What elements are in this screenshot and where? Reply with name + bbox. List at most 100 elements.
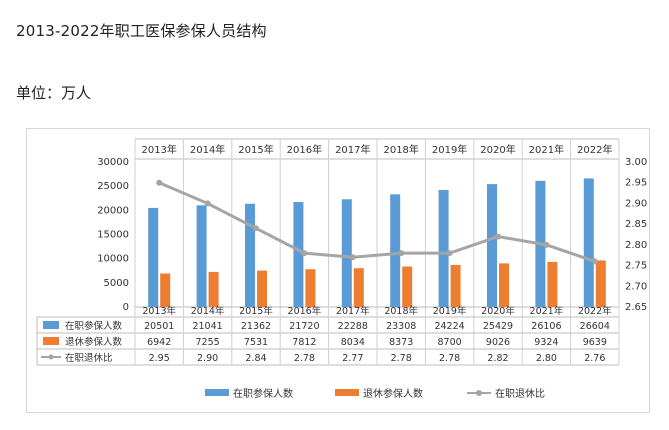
table-cell: 9639 — [583, 337, 607, 348]
bar-退休参保人数 — [305, 269, 316, 307]
point-在职退休比 — [495, 233, 501, 240]
table-category-label: 2017年 — [336, 305, 370, 317]
table-cell: 21041 — [192, 321, 222, 332]
table-cell: 21362 — [241, 321, 271, 332]
chart-frame: 2013年 2014年 2015年 2016年 2017年 2018年 2019年 2020年… — [26, 128, 650, 413]
legend-swatch — [205, 389, 229, 396]
table-row-label: 在职退休比 — [65, 352, 113, 364]
table-cell: 2.77 — [342, 353, 363, 364]
legend-label: 在职参保人数 — [233, 387, 293, 400]
table-cell: 21720 — [289, 321, 319, 332]
table-row-label: 退休参保人数 — [65, 336, 123, 348]
right-axis-tick-label: 2.85 — [625, 219, 647, 230]
right-axis-tick-label: 3.00 — [625, 157, 647, 168]
left-axis-tick-label: 15000 — [97, 230, 129, 241]
table-cell: 2.80 — [536, 353, 557, 364]
table-legend-swatch — [43, 337, 59, 345]
table-cell: 6942 — [147, 337, 171, 348]
left-axis-tick-label: 10000 — [97, 254, 129, 265]
point-在职退休比 — [591, 258, 598, 265]
table-category-label: 2014年 — [191, 305, 225, 317]
header-category-label: 2019年 — [432, 143, 467, 156]
table-cell: 26106 — [531, 321, 561, 332]
right-axis-tick-label: 2.75 — [625, 261, 647, 272]
bar-退休参保人数 — [450, 264, 461, 307]
bar-在职参保人数 — [341, 199, 352, 307]
bar-在职参保人数 — [196, 205, 207, 307]
bar-退休参保人数 — [208, 271, 219, 307]
right-axis-tick-label: 2.70 — [625, 281, 647, 292]
header-category-label: 2015年 — [238, 143, 273, 156]
table-category-label: 2016年 — [288, 305, 322, 317]
table-cell: 26604 — [580, 321, 610, 332]
left-axis-tick-label: 0 — [123, 302, 129, 313]
point-在职退休比 — [446, 250, 453, 257]
legend-swatch — [335, 389, 359, 396]
table-legend-swatch-marker — [48, 354, 54, 360]
bar-在职参保人数 — [583, 178, 594, 307]
unit-label: 单位：万人 — [16, 84, 92, 102]
table-category-label: 2015年 — [239, 305, 273, 317]
page-title: 2013-2022年职工医保参保人员结构 — [16, 22, 267, 40]
header-category-label: 2020年 — [480, 143, 515, 156]
bar-在职参保人数 — [487, 184, 497, 307]
bar-退休参保人数 — [499, 263, 509, 307]
bar-在职参保人数 — [245, 203, 255, 307]
header-category-label: 2022年 — [577, 143, 612, 156]
table-cell: 23308 — [386, 321, 416, 332]
point-在职退休比 — [204, 200, 211, 207]
header-category-label: 2016年 — [287, 143, 322, 156]
table-cell: 2.95 — [149, 353, 170, 364]
table-category-label: 2020年 — [481, 305, 515, 317]
left-axis-tick-label: 5000 — [104, 278, 129, 289]
table-cell: 2.78 — [294, 353, 315, 364]
right-axis-tick-label: 2.80 — [625, 240, 647, 251]
table-category-label: 2019年 — [433, 305, 467, 317]
table-cell: 2.76 — [584, 353, 605, 364]
point-在职退休比 — [156, 179, 163, 186]
legend-label: 在职退休比 — [495, 388, 545, 400]
header-category-label: 2018年 — [383, 143, 418, 156]
table-cell: 7812 — [292, 337, 316, 348]
bar-在职参保人数 — [293, 202, 304, 307]
table-cell: 2.82 — [487, 353, 508, 364]
point-在职退休比 — [398, 250, 405, 257]
header-category-label: 2021年 — [529, 143, 564, 156]
bar-退休参保人数 — [353, 268, 364, 307]
right-axis-tick-label: 2.90 — [625, 198, 647, 209]
bar-在职参保人数 — [390, 194, 401, 307]
bar-退休参保人数 — [595, 260, 606, 307]
bar-在职参保人数 — [438, 189, 449, 307]
point-在职退休比 — [349, 254, 356, 261]
table-cell: 9324 — [534, 337, 558, 348]
table-cell: 7255 — [196, 337, 220, 348]
bar-退休参保人数 — [160, 273, 171, 307]
right-axis-tick-label: 2.95 — [625, 178, 647, 189]
left-axis-tick-label: 30000 — [97, 157, 129, 168]
chart-svg: 2013年 2014年 2015年 2016年 2017年 2018年 2019年 2020年… — [36, 138, 647, 400]
table-category-label: 2018年 — [384, 305, 418, 317]
table-cell: 22288 — [338, 321, 368, 332]
bar-退休参保人数 — [257, 270, 267, 307]
bar-在职参保人数 — [148, 207, 159, 307]
left-axis-tick-label: 25000 — [97, 181, 129, 192]
table-cell: 2.84 — [245, 353, 266, 364]
table-cell: 2.90 — [197, 353, 218, 364]
table-cell: 8373 — [389, 337, 413, 348]
table-cell: 9026 — [486, 337, 510, 348]
table-cell: 2.78 — [391, 353, 412, 364]
point-在职退休比 — [253, 225, 259, 232]
legend-swatch-marker — [476, 390, 482, 396]
right-axis-tick-label: 2.65 — [625, 302, 647, 313]
line-在职退休比 — [158, 181, 596, 263]
header-category-label: 2013年 — [141, 143, 176, 156]
bar-退休参保人数 — [547, 261, 558, 307]
table-category-label: 2013年 — [142, 305, 176, 317]
table-cell: 2.78 — [439, 353, 460, 364]
header-category-label: 2017年 — [335, 143, 370, 156]
table-category-label: 2022年 — [578, 305, 612, 317]
point-在职退休比 — [543, 241, 550, 248]
table-legend-swatch — [43, 321, 59, 329]
table-cell: 7531 — [244, 337, 268, 348]
table-cell: 8034 — [341, 337, 365, 348]
